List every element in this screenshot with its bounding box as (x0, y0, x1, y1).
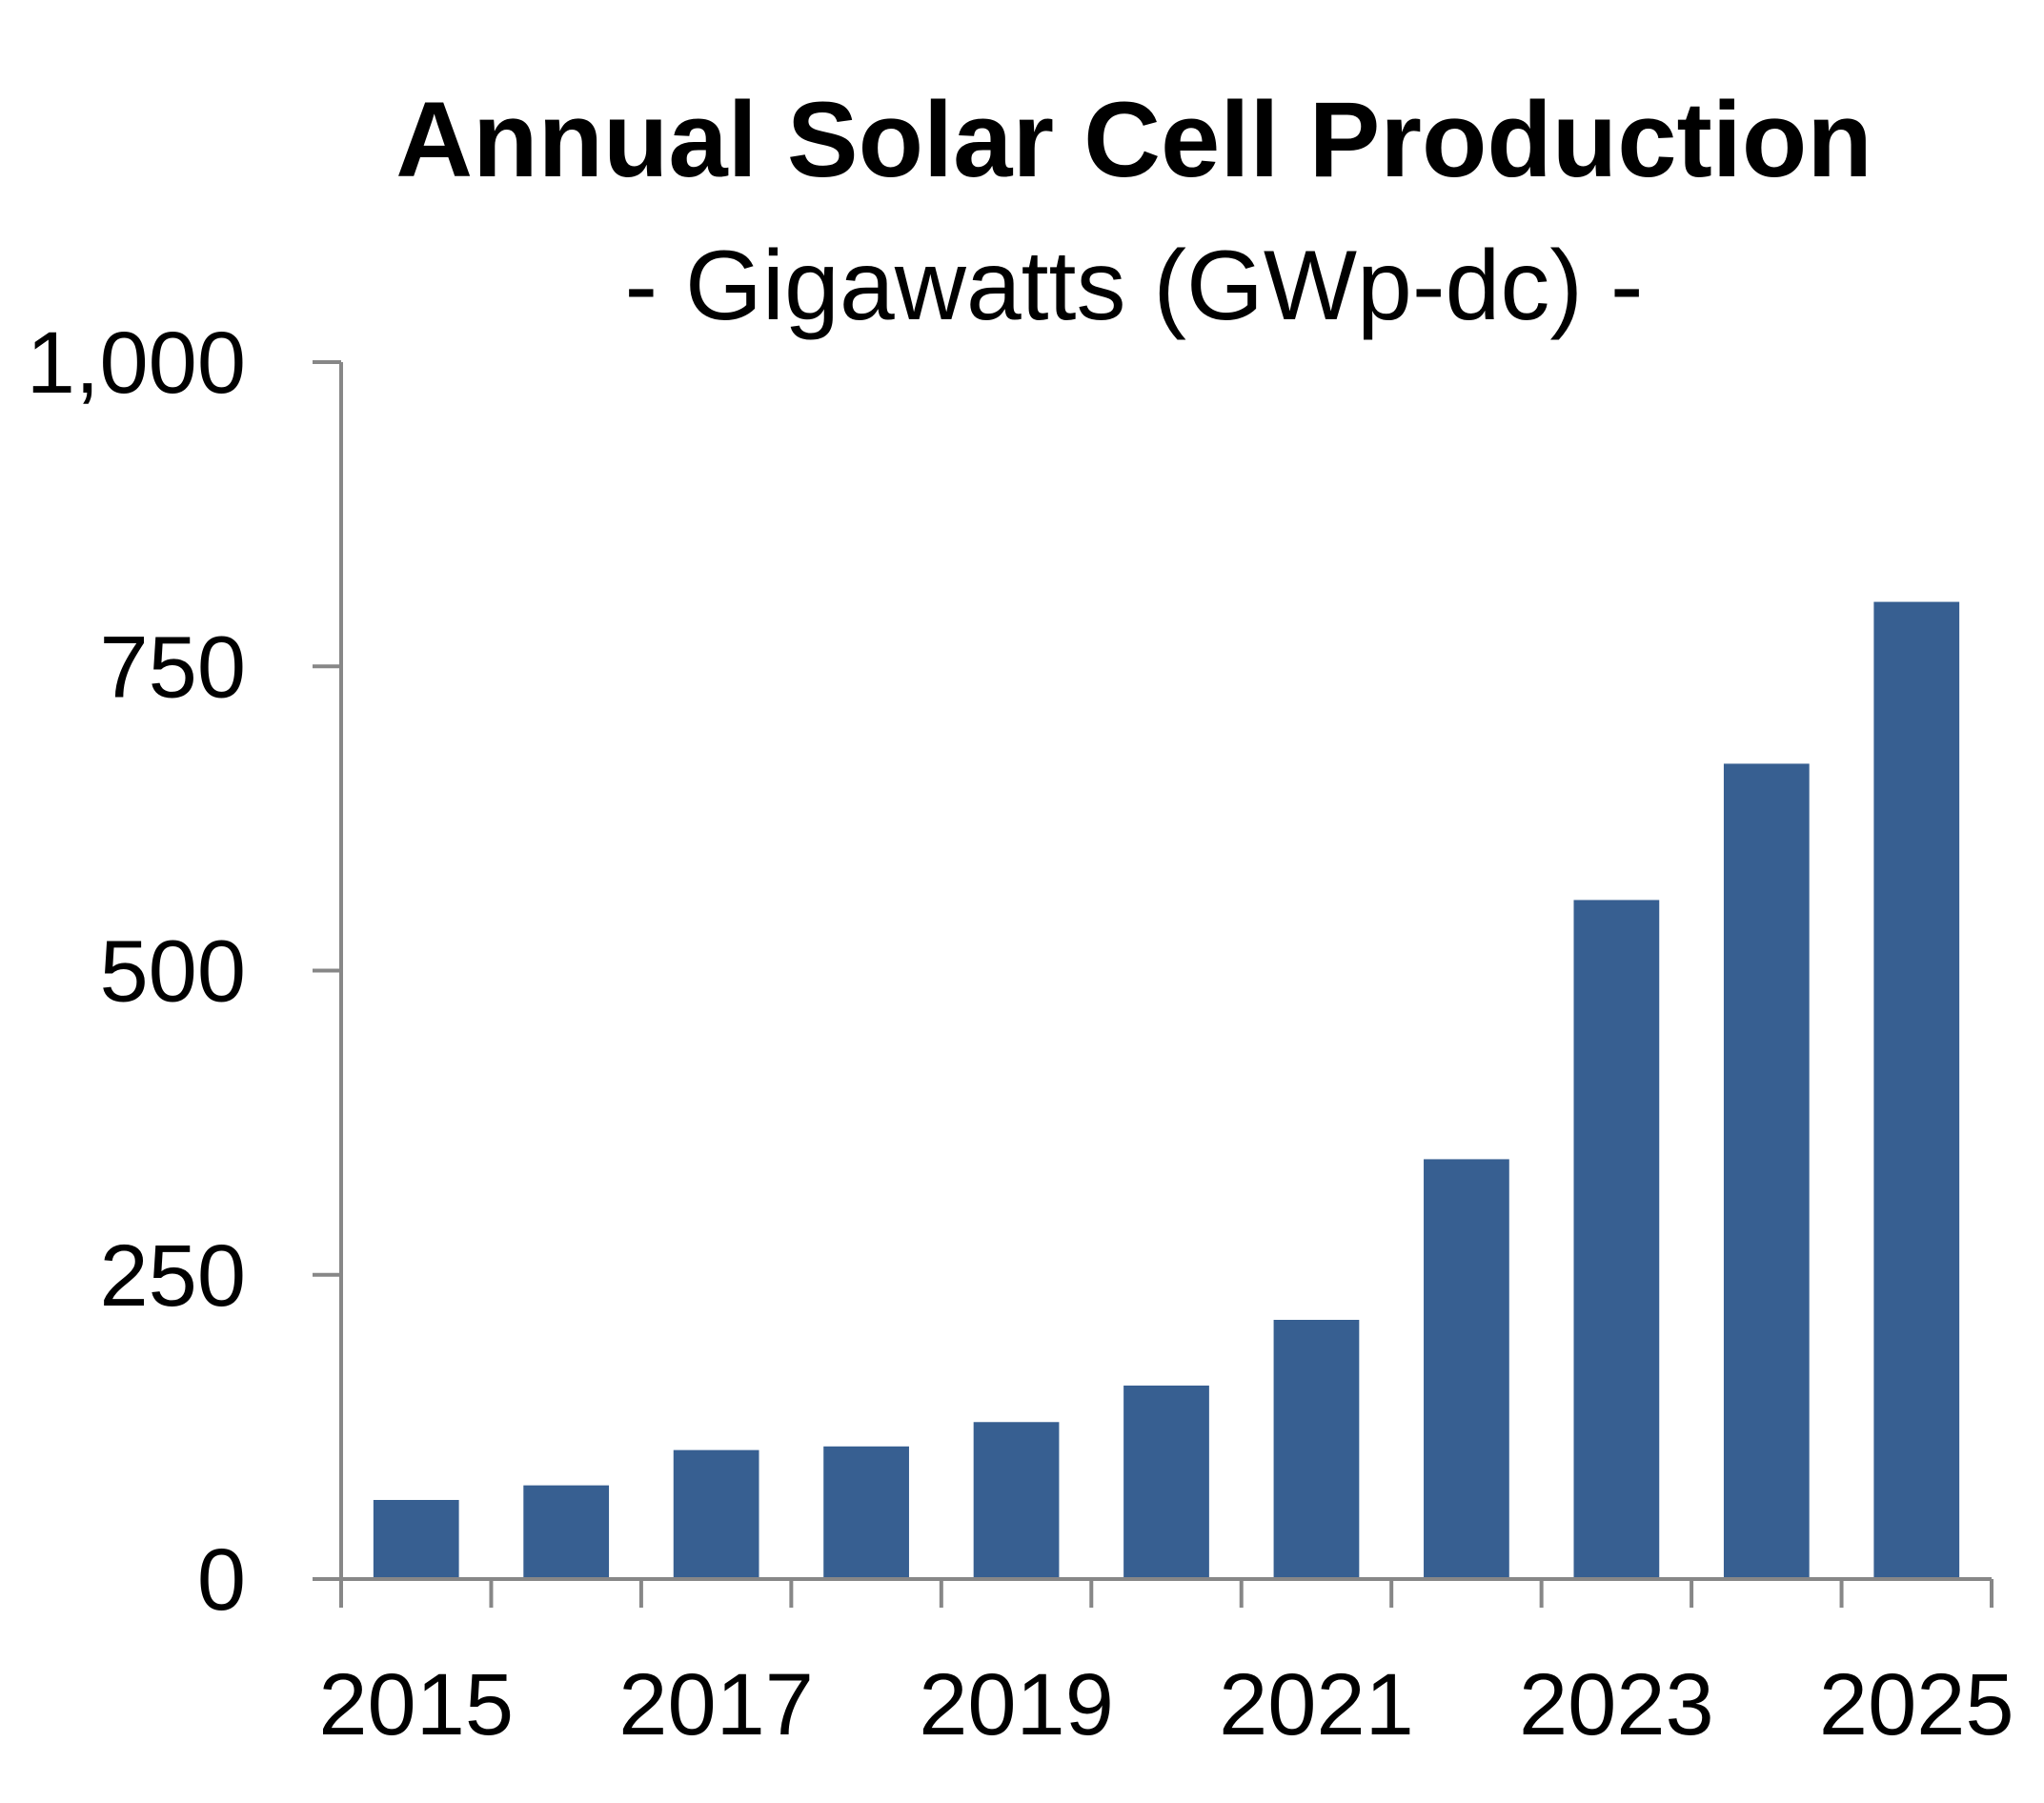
x-tick-label: 2023 (1519, 1656, 1714, 1753)
bar-2023 (1573, 900, 1660, 1579)
x-axis-ticks: 2015 2017 2019 2021 2023 2025 (318, 1579, 2014, 1753)
bar-2021 (1273, 1319, 1360, 1579)
chart-subtitle: - Gigawatts (GWp-dc) - (625, 231, 1644, 341)
bar-2019 (973, 1422, 1060, 1579)
bar-2020 (1123, 1385, 1209, 1579)
x-tick-label: 2015 (318, 1656, 514, 1753)
y-tick-label: 1,000 (27, 314, 246, 412)
bar-2024 (1723, 763, 1810, 1579)
y-tick-label: 250 (100, 1227, 247, 1325)
y-tick-label: 750 (100, 618, 247, 716)
chart-title: Annual Solar Cell Production (395, 80, 1872, 199)
bar-2017 (673, 1449, 759, 1579)
x-tick-label: 2017 (618, 1656, 814, 1753)
y-axis-ticks: 0 250 500 750 1,000 (27, 314, 341, 1629)
bar-2018 (823, 1446, 909, 1579)
x-tick-label: 2025 (1819, 1656, 2014, 1753)
bar-2025 (1873, 601, 1960, 1579)
x-tick-label: 2019 (919, 1656, 1114, 1753)
bar-series (373, 601, 1960, 1579)
bar-2022 (1424, 1159, 1509, 1579)
bar-2015 (373, 1499, 459, 1579)
bar-2016 (523, 1485, 610, 1579)
y-tick-label: 500 (100, 923, 247, 1021)
y-tick-label: 0 (197, 1531, 246, 1629)
x-tick-label: 2021 (1219, 1656, 1414, 1753)
